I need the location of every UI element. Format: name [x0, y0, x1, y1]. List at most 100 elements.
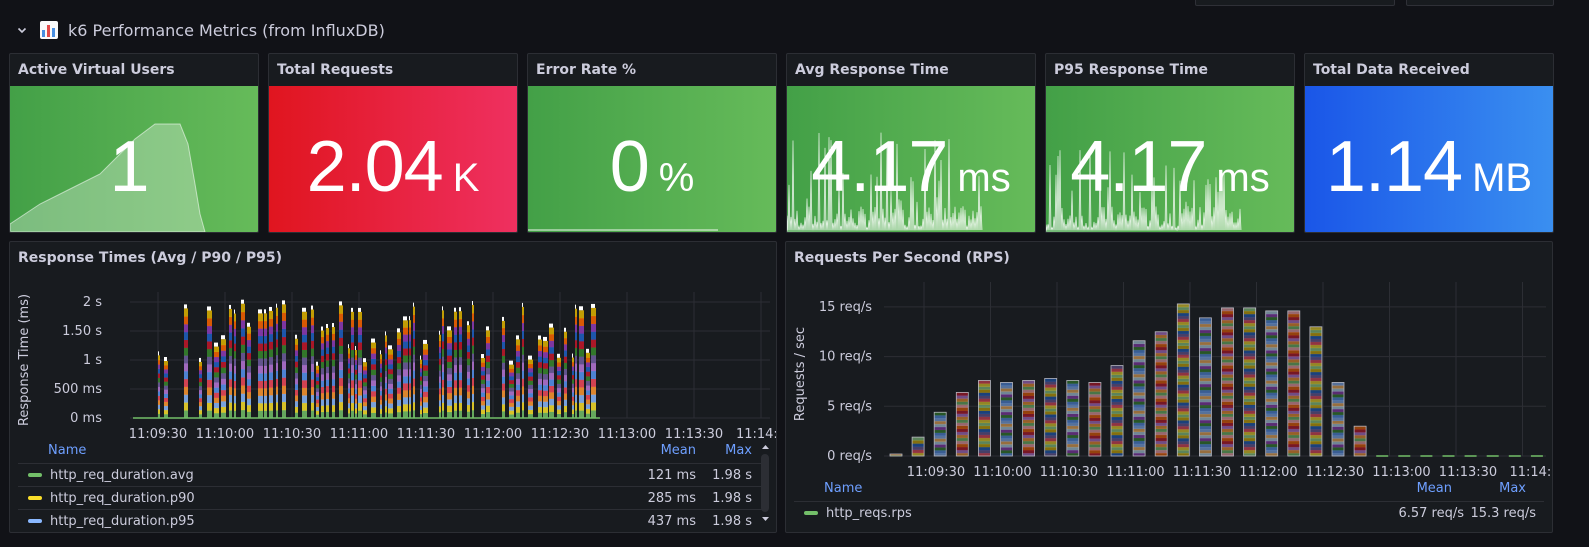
panel-title: Active Virtual Users: [18, 62, 175, 78]
rps-bar: [955, 391, 969, 457]
rps-bar: [1176, 303, 1190, 457]
series-max: 15.3 req/s: [1470, 505, 1536, 521]
sparkline: [10, 123, 206, 232]
x-tick-label: 11:11:00: [1106, 465, 1164, 480]
spark-area: [10, 123, 206, 232]
x-tick-label: 11:13:00: [598, 427, 656, 442]
series-swatch: [28, 496, 42, 500]
rps-panel: Requests Per Second (RPS) 0 req/s 5 req/s…: [785, 241, 1553, 533]
legend-name-header[interactable]: Name: [48, 443, 87, 458]
x-tick-label: 11:13:30: [1439, 465, 1497, 480]
stat-panel[interactable]: Total Data Received 1.14 MB: [1304, 53, 1554, 233]
stat-body: 0 %: [528, 86, 776, 232]
panel-title: P95 Response Time: [1054, 62, 1208, 78]
legend-row[interactable]: http_req_duration.p90 285 ms 1.98 s: [18, 486, 768, 509]
x-tick-label: 11:10:00: [973, 465, 1031, 480]
rps-chart[interactable]: 0 req/s 5 req/s 10 req/s 15 req/s 11:09:30 11…: [786, 242, 1553, 482]
series-area: [158, 299, 596, 419]
y-tick-label: 1 s: [83, 353, 102, 368]
chevron-down-icon[interactable]: [14, 22, 30, 38]
x-tick-label: 11:10:30: [263, 427, 321, 442]
y-tick-label: 500 ms: [54, 382, 103, 397]
series-max: 1.98 s: [712, 490, 752, 506]
toolbar-button-right[interactable]: [1406, 0, 1554, 6]
rps-bar: [1309, 326, 1323, 457]
x-tick-label: 11:09:30: [907, 465, 965, 480]
sparkline: [787, 132, 983, 232]
rps-bar: [1044, 378, 1058, 457]
scroll-up-icon[interactable]: [761, 444, 770, 450]
series-max: 1.98 s: [712, 513, 752, 529]
legend-row[interactable]: http_req_duration.avg 121 ms 1.98 s: [18, 463, 768, 486]
y-tick-label: 15 req/s: [819, 300, 872, 315]
toolbar-button-left[interactable]: [1195, 0, 1395, 6]
rps-bar: [1221, 307, 1234, 457]
row-header[interactable]: k6 Performance Metrics (from InfluxDB): [14, 18, 385, 42]
bar-chart-icon: [40, 21, 58, 39]
rps-bar: [1198, 317, 1212, 457]
legend-row[interactable]: http_req_duration.p95 437 ms 1.98 s: [18, 509, 768, 532]
stat-value: 4.17 ms: [1046, 126, 1294, 208]
x-tick-label: 11:09:30: [129, 427, 187, 442]
panel-title: Response Times (Avg / P90 / P95): [18, 250, 283, 266]
stat-number: 4.17: [811, 127, 948, 207]
spark-spikes: [1046, 150, 1242, 232]
stat-panel[interactable]: Avg Response Time 4.17 ms: [786, 53, 1036, 233]
series-mean: 285 ms: [647, 490, 696, 506]
y-tick-label: 5 req/s: [827, 399, 872, 414]
series-mean: 6.57 req/s: [1398, 505, 1464, 521]
rps-bar: [1088, 382, 1102, 457]
stat-panel[interactable]: P95 Response Time 4.17 ms: [1045, 53, 1295, 233]
stat-body: 1: [10, 86, 258, 232]
rps-bar: [1243, 307, 1257, 457]
x-tick-label: 11:12:00: [464, 427, 522, 442]
x-tick-label: 11:10:30: [1040, 465, 1098, 480]
series-name: http_req_duration.p95: [50, 513, 195, 529]
x-tick-label: 11:14:0: [736, 427, 777, 442]
panel-title: Total Data Received: [1313, 62, 1470, 78]
response-times-chart[interactable]: 0 ms 500 ms 1 s 1.50 s 2 s 11:09:30 11:10:00 11…: [10, 242, 777, 452]
stat-unit: %: [658, 156, 695, 200]
legend-mean-header[interactable]: Mean: [660, 443, 696, 458]
legend-mean-header[interactable]: Mean: [1416, 481, 1452, 496]
series-name: http_req_duration.avg: [50, 467, 194, 483]
rps-bar: [1110, 365, 1124, 457]
stat-body: 2.04 K: [269, 86, 517, 232]
legend-max-header[interactable]: Max: [1499, 481, 1526, 496]
legend: Name Mean Max http_req_duration.avg 121 …: [18, 443, 768, 532]
stat-number: 1.14: [1325, 127, 1463, 207]
panel-title: Error Rate %: [536, 62, 637, 78]
legend-row[interactable]: http_reqs.rps 6.57 req/s 15.3 req/s: [794, 501, 1544, 524]
panel-title: Avg Response Time: [795, 62, 949, 78]
stat-value: 2.04 K: [269, 126, 517, 208]
series-max: 1.98 s: [712, 467, 752, 483]
stat-panel[interactable]: Error Rate % 0 %: [527, 53, 777, 233]
x-tick-label: 11:11:30: [397, 427, 455, 442]
stat-body: 4.17 ms: [787, 86, 1035, 232]
rps-bar: [1132, 340, 1146, 457]
series-mean: 121 ms: [647, 467, 696, 483]
y-tick-label: 10 req/s: [819, 350, 872, 365]
series-swatch: [804, 511, 818, 515]
stat-panel[interactable]: Active Virtual Users 1: [9, 53, 259, 233]
legend-max-header[interactable]: Max: [725, 443, 752, 458]
spark-spikes: [787, 132, 983, 232]
y-axis-label: Response Time (ms): [17, 294, 32, 426]
scroll-down-icon[interactable]: [761, 516, 770, 522]
rps-bar: [1000, 382, 1013, 457]
legend: Name Mean Max http_reqs.rps 6.57 req/s 1…: [794, 481, 1544, 524]
x-tick-label: 11:12:30: [1306, 465, 1364, 480]
rps-bar: [1154, 331, 1168, 457]
stat-panel[interactable]: Total Requests 2.04 K: [268, 53, 518, 233]
x-tick-label: 11:13:30: [665, 427, 723, 442]
rps-bar: [1022, 380, 1036, 457]
stat-value: 1: [10, 126, 258, 208]
x-tick-label: 11:13:00: [1372, 465, 1430, 480]
sparkline: [1046, 150, 1242, 232]
legend-scrollbar[interactable]: [761, 454, 769, 512]
rps-bar: [1265, 310, 1279, 457]
stat-value: 0 %: [528, 126, 776, 208]
rps-bar: [933, 411, 947, 457]
legend-name-header[interactable]: Name: [824, 481, 863, 496]
y-tick-label: 0 req/s: [827, 449, 872, 464]
